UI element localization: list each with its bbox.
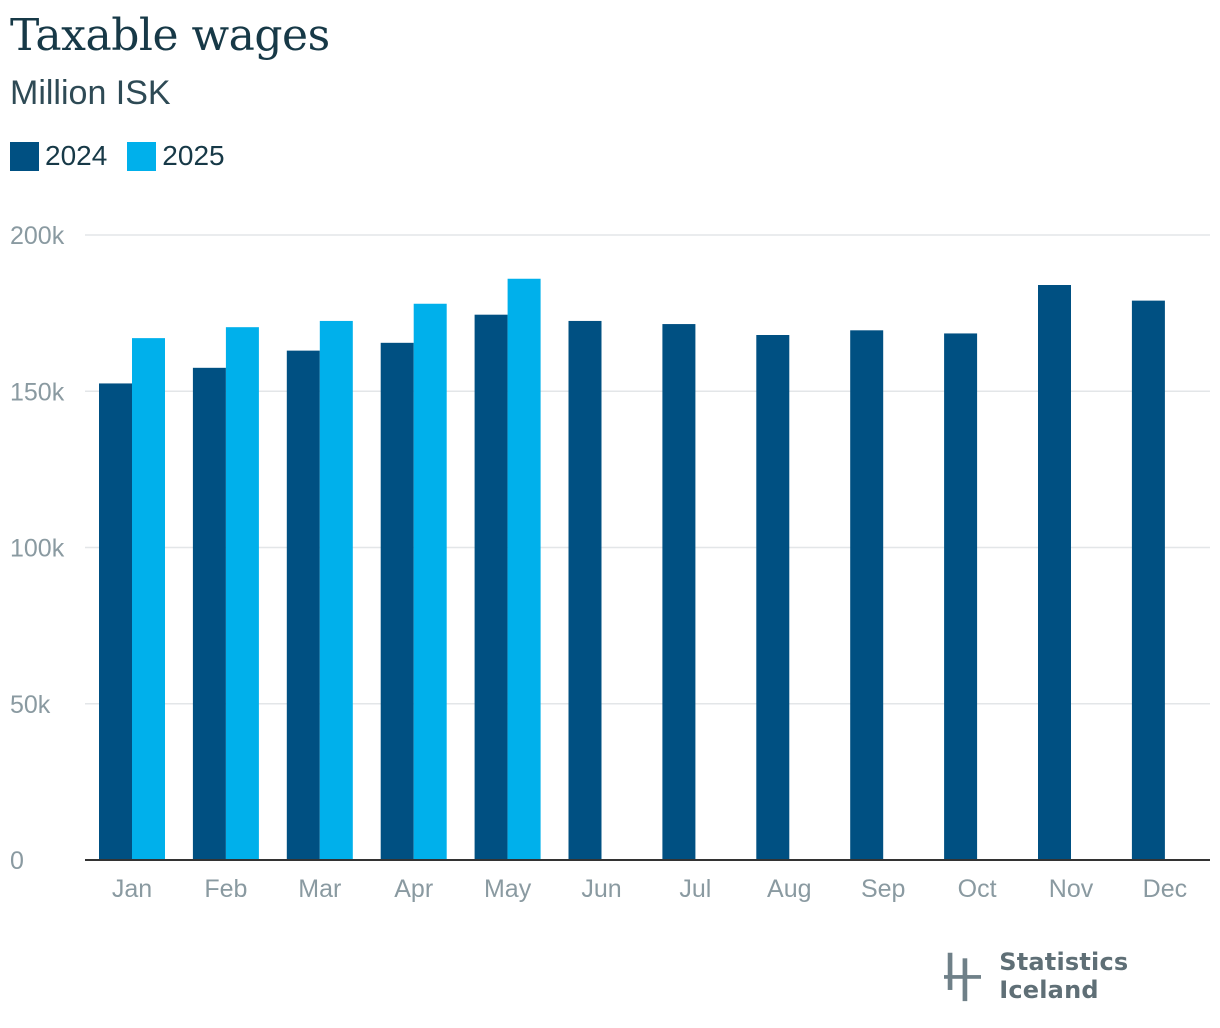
legend-label-2024: 2024 — [45, 140, 108, 171]
x-tick-label: Jun — [581, 875, 621, 903]
legend: 2024 2025 — [10, 140, 245, 172]
bar-2024-aug[interactable] — [756, 335, 790, 860]
bar-2025-apr[interactable] — [413, 303, 447, 860]
x-tick-label: Aug — [767, 875, 811, 903]
x-tick-label: Apr — [394, 875, 433, 903]
bar-2024-nov[interactable] — [1038, 285, 1071, 860]
bar-2025-jan[interactable] — [132, 338, 165, 860]
bar-2024-jul[interactable] — [662, 324, 696, 860]
x-tick-label: Jul — [679, 875, 711, 903]
y-tick-label: 100k — [10, 535, 65, 563]
bar-2024-sep[interactable] — [850, 330, 884, 860]
legend-item-2024[interactable]: 2024 — [10, 140, 107, 172]
x-tick-label: Sep — [861, 875, 905, 903]
x-tick-label: Feb — [204, 875, 247, 903]
bar-2025-mar[interactable] — [319, 320, 353, 860]
legend-swatch-2025 — [127, 141, 157, 171]
bar-2025-may[interactable] — [507, 278, 541, 860]
statistics-iceland-logo-icon — [944, 952, 982, 1002]
y-tick-label: 200k — [10, 222, 65, 250]
x-tick-label: Mar — [298, 875, 341, 903]
x-tick-label: May — [484, 875, 532, 903]
legend-item-2025[interactable]: 2025 — [127, 140, 225, 172]
axes: 0 50k 100k 150k 200k Jan Feb Mar Apr May Jun Jul Aug… — [10, 222, 1210, 903]
chart-title: Taxable wages — [10, 10, 330, 61]
legend-label-2025: 2025 — [162, 140, 225, 171]
chart-subtitle: Million ISK — [10, 74, 171, 112]
bar-2024-may[interactable] — [474, 314, 508, 860]
bar-2024-dec[interactable] — [1131, 300, 1165, 860]
y-tick-label: 50k — [10, 691, 51, 719]
bars — [99, 278, 1165, 860]
logo-text: Statistics Iceland — [999, 948, 1129, 1004]
gridlines — [85, 234, 1210, 705]
bar-2024-apr[interactable] — [380, 342, 414, 860]
bar-2024-oct[interactable] — [944, 333, 978, 860]
x-tick-label: Oct — [958, 875, 997, 903]
x-tick-label: Nov — [1049, 875, 1094, 903]
bar-2024-mar[interactable] — [286, 350, 320, 860]
bar-2024-jan[interactable] — [99, 383, 132, 860]
bar-2025-feb[interactable] — [225, 327, 259, 860]
bar-2024-jun[interactable] — [568, 320, 602, 860]
statistics-iceland-logo[interactable]: Statistics Iceland — [944, 948, 1220, 1004]
y-tick-label: 0 — [10, 847, 24, 875]
x-tick-label: Jan — [112, 875, 152, 903]
bar-2024-feb[interactable] — [192, 367, 226, 860]
legend-swatch-2024 — [10, 141, 39, 171]
y-tick-label: 150k — [10, 378, 65, 406]
x-tick-label: Dec — [1143, 875, 1187, 903]
